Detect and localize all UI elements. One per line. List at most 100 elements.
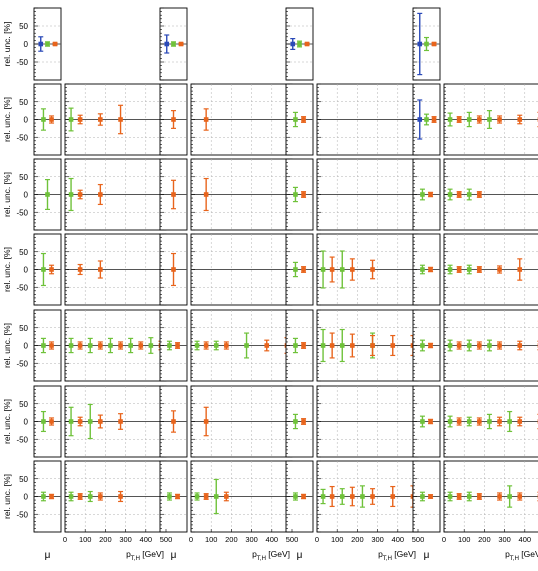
data-marker xyxy=(45,192,50,197)
data-marker xyxy=(301,419,306,424)
data-marker xyxy=(417,117,423,122)
green-point xyxy=(292,413,298,430)
green-point xyxy=(320,328,326,363)
x-axis-title-unit: [GeV] xyxy=(392,549,416,559)
y-tick-label: -50 xyxy=(16,435,28,444)
green-point xyxy=(128,337,134,354)
x-axis-title-sub: T,H xyxy=(383,556,392,562)
green-point xyxy=(166,492,172,501)
data-marker xyxy=(41,419,46,424)
green-point xyxy=(466,416,472,427)
data-marker xyxy=(87,343,93,348)
green-point xyxy=(419,188,425,201)
data-marker xyxy=(447,117,453,122)
green-point xyxy=(447,188,453,201)
green-point xyxy=(87,403,93,440)
data-marker xyxy=(148,343,154,348)
orange-point xyxy=(97,341,103,350)
orange-point xyxy=(138,341,144,350)
data-marker xyxy=(507,494,512,499)
green-point xyxy=(40,491,46,502)
data-marker xyxy=(41,343,46,348)
data-marker xyxy=(447,419,453,424)
green-point xyxy=(68,491,74,502)
x-axis-title-main: p xyxy=(378,549,383,559)
data-marker xyxy=(477,343,482,348)
orange-point xyxy=(476,115,482,124)
data-marker xyxy=(98,192,103,197)
data-marker xyxy=(213,494,219,499)
y-tick-label: 0 xyxy=(24,342,29,351)
orange-point xyxy=(301,493,307,500)
data-marker xyxy=(164,41,170,47)
orange-point xyxy=(97,183,103,206)
green-point xyxy=(447,415,453,428)
data-marker xyxy=(118,117,123,122)
data-marker xyxy=(87,419,93,424)
data-marker xyxy=(49,419,54,424)
y-tick-label: -50 xyxy=(16,359,28,368)
orange-point xyxy=(118,490,124,503)
data-marker xyxy=(329,267,335,272)
green-point xyxy=(68,107,74,132)
data-marker xyxy=(497,494,502,499)
green-point xyxy=(40,410,46,433)
data-marker xyxy=(98,117,103,122)
mu-label: μ xyxy=(171,550,177,561)
orange-point xyxy=(97,492,103,501)
green-point xyxy=(45,178,50,211)
data-marker xyxy=(477,117,482,122)
green-point xyxy=(40,337,46,354)
data-marker xyxy=(118,494,123,499)
green-point xyxy=(424,113,429,126)
orange-point xyxy=(203,108,209,131)
orange-point xyxy=(203,493,209,500)
data-marker xyxy=(77,117,83,122)
data-marker xyxy=(167,494,172,499)
orange-point xyxy=(497,115,503,124)
orange-point xyxy=(390,334,396,357)
x-axis-title-sub: T,H xyxy=(131,556,140,562)
green-point xyxy=(194,492,200,501)
y-tick-label: 0 xyxy=(24,116,29,125)
data-marker xyxy=(517,267,523,272)
data-marker xyxy=(293,192,298,197)
data-marker xyxy=(487,419,492,424)
orange-point xyxy=(329,485,335,508)
data-marker xyxy=(68,494,74,499)
y-tick-label: 50 xyxy=(19,248,28,257)
data-marker xyxy=(194,494,200,499)
x-tick-label: 400 xyxy=(266,535,279,544)
orange-point xyxy=(517,258,523,281)
green-point xyxy=(419,415,425,428)
data-marker xyxy=(466,343,472,348)
green-point xyxy=(447,264,453,275)
y-tick-label: 0 xyxy=(24,191,29,200)
orange-point xyxy=(49,417,55,426)
orange-point xyxy=(431,41,437,47)
orange-point xyxy=(171,110,176,129)
orange-point xyxy=(349,258,355,281)
data-marker xyxy=(68,343,74,348)
data-marker xyxy=(77,192,83,197)
green-point xyxy=(68,177,74,212)
green-point xyxy=(447,491,453,502)
orange-point xyxy=(77,263,83,276)
data-marker xyxy=(517,419,523,424)
orange-point xyxy=(52,41,58,47)
data-marker xyxy=(224,343,229,348)
x-tick-label: 500 xyxy=(412,535,425,544)
data-marker xyxy=(297,41,302,47)
data-marker xyxy=(350,494,355,499)
data-marker xyxy=(175,343,180,348)
data-marker xyxy=(420,343,425,348)
green-point xyxy=(68,406,74,437)
blue-point xyxy=(290,37,296,51)
orange-point xyxy=(456,266,462,273)
x-tick-label: 200 xyxy=(351,535,364,544)
data-marker xyxy=(420,192,425,197)
y-tick-label: -50 xyxy=(16,510,28,519)
green-point xyxy=(339,328,345,363)
orange-point xyxy=(97,113,103,126)
data-marker xyxy=(517,494,523,499)
